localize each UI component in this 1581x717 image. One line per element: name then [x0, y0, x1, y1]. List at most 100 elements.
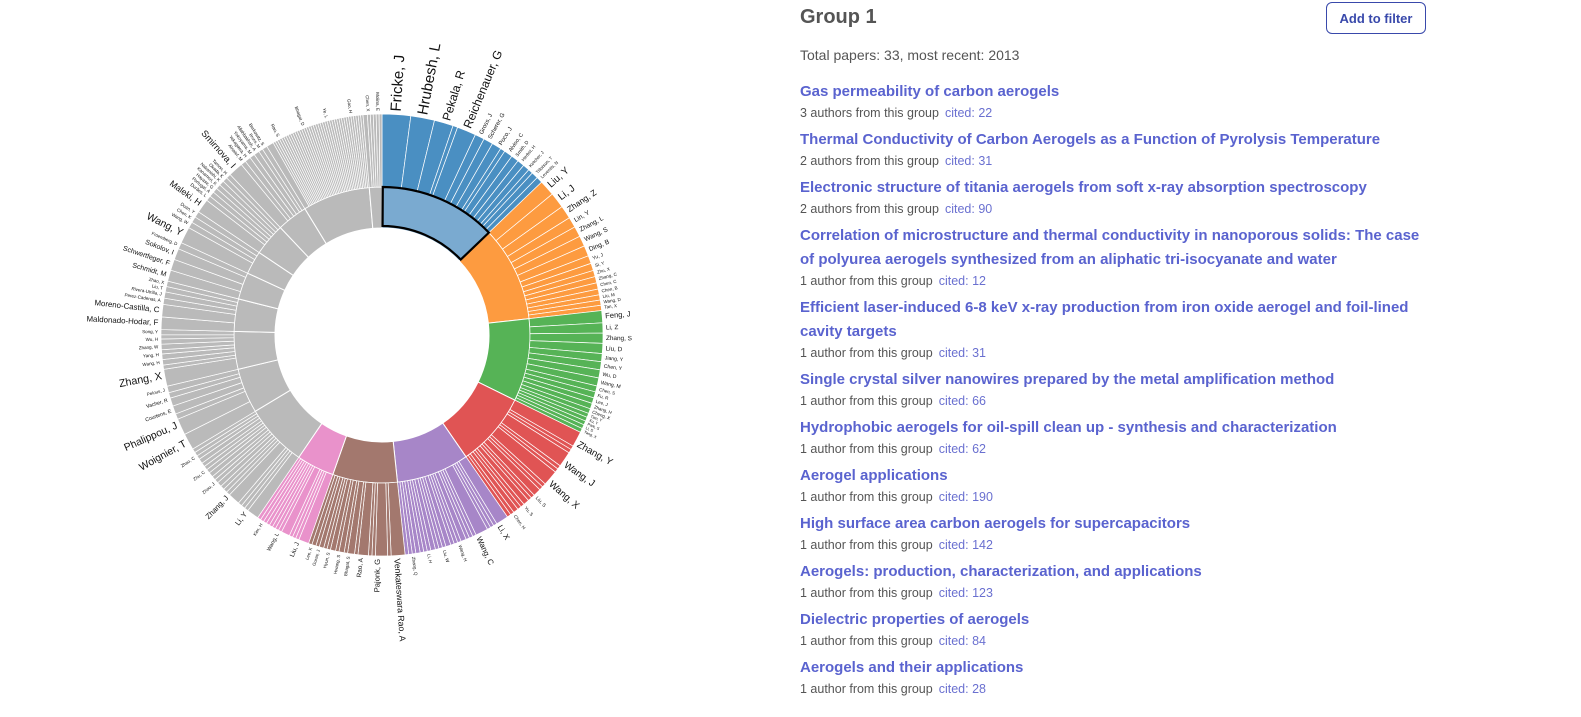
paper-cited-count: cited: 123 [938, 586, 993, 600]
paper-meta: 1 author from this group cited: 31 [800, 344, 1430, 362]
author-label: Wang, X [546, 479, 581, 512]
paper-item: Correlation of microstructure and therma… [800, 224, 1430, 290]
author-label: Zhang, X [118, 370, 163, 390]
paper-title-link[interactable]: Hydrophobic aerogels for oil-spill clean… [800, 419, 1337, 436]
author-label: Chen, S [599, 387, 616, 396]
author-label: Zhang, Q [411, 556, 419, 576]
paper-cited-count: cited: 66 [938, 394, 986, 408]
paper-meta: 1 author from this group cited: 190 [800, 488, 1430, 506]
author-label: Si, Y [594, 260, 605, 268]
paper-meta: 1 author from this group cited: 66 [800, 392, 1430, 410]
author-label: Yu, J [592, 252, 605, 262]
author-label: Tian, Y [590, 414, 603, 423]
author-label: Gao, H [346, 99, 353, 114]
paper-cited-count: cited: 31 [938, 346, 986, 360]
paper-author-count: 1 author from this group [800, 490, 933, 504]
paper-item: Electronic structure of titania aerogels… [800, 176, 1430, 218]
paper-cited-count: cited: 31 [944, 154, 993, 168]
author-label: Hrubesh, L [415, 42, 444, 117]
author-label: Liu, S [534, 496, 547, 510]
paper-title-link[interactable]: Aerogel applications [800, 467, 948, 484]
paper-title-link[interactable]: Aerogels: production, characterization, … [800, 563, 1202, 580]
paper-title-link[interactable]: Single crystal silver nanowires prepared… [800, 371, 1335, 388]
author-label: Cheng, X [592, 410, 611, 421]
paper-meta: 1 author from this group cited: 84 [800, 632, 1430, 650]
paper-item: Single crystal silver nanowires prepared… [800, 368, 1430, 410]
author-label: Courtens, E [145, 408, 173, 423]
paper-item: Dielectric properties of aerogels 1 auth… [800, 608, 1430, 650]
highlighted-group-outline [381, 185, 491, 262]
group-summary: Total papers: 33, most recent: 2013 [800, 47, 1020, 63]
paper-meta: 2 authors from this group cited: 90 [800, 200, 1430, 218]
author-label: Yang, X [583, 429, 598, 440]
paper-item: Gas permeability of carbon aerogels 3 au… [800, 80, 1430, 122]
paper-title-link[interactable]: Thermal Conductivity of Carbon Aerogels … [800, 131, 1381, 148]
author-label: Chen, H [513, 514, 527, 530]
author-label: Molina, E [375, 92, 380, 111]
author-label: Gurav, J [311, 549, 320, 566]
author-label: Liu, M [602, 292, 615, 299]
paper-list: Gas permeability of carbon aerogels 3 au… [800, 80, 1430, 704]
author-label: Li, X [496, 523, 512, 542]
paper-title-link[interactable]: Aerogels and their applications [800, 659, 1024, 676]
paper-item: Aerogels and their applications 1 author… [800, 656, 1430, 698]
add-to-filter-button[interactable]: Add to filter [1326, 2, 1426, 34]
paper-title-link[interactable]: High surface area carbon aerogels for su… [800, 515, 1191, 532]
paper-title-link[interactable]: Correlation of microstructure and therma… [800, 227, 1420, 268]
author-label: Liu, W [442, 549, 451, 563]
author-label: Tan, X [604, 303, 617, 310]
paper-author-count: 1 author from this group [800, 274, 933, 288]
group-title: Group 1 [800, 6, 877, 28]
author-label: Ye, L [322, 108, 329, 120]
paper-title-link[interactable]: Efficient laser-induced 6-8 keV x-ray pr… [800, 299, 1409, 340]
author-label: Chen, B [601, 285, 618, 293]
paper-cited-count: cited: 142 [938, 538, 993, 552]
author-label: Song, Y [142, 329, 158, 334]
author-label: Park, S [587, 421, 601, 431]
author-label: Maldonado-Hodar, F [86, 314, 158, 327]
author-label: Liu, D [605, 345, 622, 353]
author-label: Hyun, S [322, 552, 331, 569]
paper-author-count: 1 author from this group [800, 442, 933, 456]
author-label: Li, Y [233, 510, 249, 527]
author-label: Wang, H [457, 544, 468, 562]
author-label: Xu, Y [588, 418, 599, 426]
author-label: Zhou, J [201, 481, 216, 495]
paper-item: Efficient laser-induced 6-8 keV x-ray pr… [800, 296, 1430, 362]
author-label: Zhang, S [606, 335, 632, 342]
author-label: Bhagat, D [294, 106, 306, 127]
author-label: Wang, L [266, 532, 281, 552]
paper-title-link[interactable]: Electronic structure of titania aerogels… [800, 179, 1367, 196]
paper-title-link[interactable]: Gas permeability of carbon aerogels [800, 83, 1060, 100]
paper-cited-count: cited: 90 [944, 202, 993, 216]
author-label: Zhao, X [148, 277, 164, 286]
author-label: Zhang, W [139, 344, 160, 350]
paper-cited-count: cited: 12 [938, 274, 986, 288]
paper-item: Aerogel applications 1 author from this … [800, 464, 1430, 506]
author-label: Zhang, H [593, 404, 612, 415]
paper-author-count: 1 author from this group [800, 538, 933, 552]
paper-title-link[interactable]: Dielectric properties of aerogels [800, 611, 1030, 628]
paper-author-count: 1 author from this group [800, 346, 933, 360]
paper-meta: 1 author from this group cited: 62 [800, 440, 1430, 458]
author-label: Pekala, R [440, 68, 469, 122]
author-label: Lee, K [304, 547, 313, 561]
author-label: Chen, X [365, 95, 371, 112]
author-label: Zhu, X [596, 266, 610, 274]
author-label: Yang, H [143, 352, 159, 358]
author-label: Chen, C [600, 279, 618, 288]
author-label: Jiang, Y [604, 355, 623, 363]
author-label: Pelous, J [146, 388, 165, 397]
paper-cited-count: cited: 62 [938, 442, 986, 456]
paper-cited-count: cited: 84 [938, 634, 986, 648]
author-label: Li, H [426, 554, 433, 564]
author-label: Zhang, Y [575, 439, 615, 468]
author-label: Perez-Cadenas, A [124, 292, 161, 303]
paper-cited-count: cited: 28 [938, 682, 986, 696]
author-label: Lee, J [595, 399, 608, 407]
author-label: Wang, C [474, 535, 495, 567]
paper-item: Hydrophobic aerogels for oil-spill clean… [800, 416, 1430, 458]
paper-cited-count: cited: 190 [938, 490, 993, 504]
author-label: Chen, Y [603, 364, 623, 373]
